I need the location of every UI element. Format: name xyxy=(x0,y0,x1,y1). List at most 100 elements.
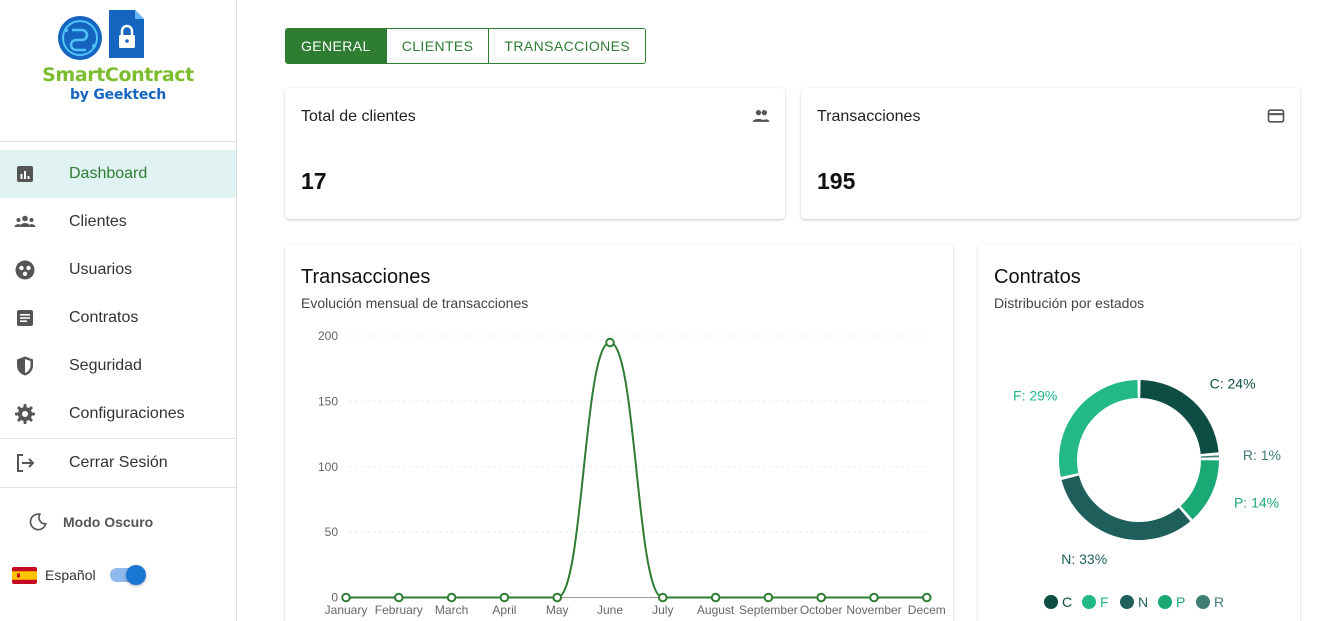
y-tick-label: 100 xyxy=(318,460,338,474)
data-point[interactable] xyxy=(763,592,774,603)
x-tick-label: September xyxy=(739,603,798,617)
sidebar-item-seguridad[interactable]: Seguridad xyxy=(0,342,236,390)
legend-swatch xyxy=(1082,595,1096,609)
data-point[interactable] xyxy=(341,592,351,603)
x-tick-label: August xyxy=(697,603,735,617)
people-icon xyxy=(752,110,770,122)
logout-icon xyxy=(17,454,35,472)
pie-slice-r[interactable] xyxy=(1200,455,1219,458)
data-point[interactable] xyxy=(658,592,668,603)
stat-title: Transacciones xyxy=(817,108,921,125)
spain-flag-icon xyxy=(12,566,37,584)
contracts-donut-chart: C: 24% R: 1% P: 14% N: 33% F: 29% C F N P R xyxy=(1013,376,1281,610)
pie-slice-c[interactable] xyxy=(1140,380,1219,454)
sidebar: SmartContract by Geektech Dashboard Clie… xyxy=(0,0,237,621)
data-point[interactable] xyxy=(869,592,879,603)
transactions-chart-card: Transacciones Evolución mensual de trans… xyxy=(285,244,953,621)
data-point[interactable] xyxy=(499,592,510,603)
data-point[interactable] xyxy=(605,337,615,348)
legend-label[interactable]: N xyxy=(1138,594,1148,610)
sidebar-item-clientes[interactable]: Clientes xyxy=(0,198,236,246)
legend-swatch xyxy=(1120,595,1134,609)
legend-label[interactable]: C xyxy=(1062,594,1072,610)
stat-value: 195 xyxy=(817,168,856,194)
slice-label: N: 33% xyxy=(1061,551,1107,567)
legend-swatch xyxy=(1044,595,1058,609)
sidebar-divider xyxy=(0,438,236,439)
sidebar-item-configuraciones[interactable]: Configuraciones xyxy=(0,390,236,438)
x-tick-label: October xyxy=(800,603,843,617)
legend-label[interactable]: R xyxy=(1214,594,1224,610)
contracts-chart-card: Contratos Distribución por estados C: 24… xyxy=(978,244,1300,621)
transactions-stat-card: Transacciones 195 xyxy=(801,88,1300,219)
sidebar-item-label: Usuarios xyxy=(69,261,133,278)
x-tick-label: February xyxy=(375,603,423,617)
switch-thumb[interactable] xyxy=(126,565,146,585)
sidebar-item-label: Clientes xyxy=(69,213,127,230)
series-line xyxy=(346,341,927,599)
tab-clientes[interactable]: CLIENTES xyxy=(386,29,490,63)
card-subtitle: Evolución mensual de transacciones xyxy=(301,295,529,311)
dashboard-icon xyxy=(17,166,33,182)
sidebar-item-label: Configuraciones xyxy=(69,405,185,422)
document-icon xyxy=(17,310,33,326)
stat-title: Total de clientes xyxy=(301,108,416,125)
data-point[interactable] xyxy=(922,592,932,603)
tab-general[interactable]: GENERAL xyxy=(286,29,387,63)
legend-swatch xyxy=(1196,595,1210,609)
pie-slice-n[interactable] xyxy=(1061,475,1191,540)
sidebar-divider xyxy=(0,487,236,488)
x-tick-label: June xyxy=(597,603,623,617)
data-point[interactable] xyxy=(446,592,457,603)
slice-label: C: 24% xyxy=(1210,376,1256,392)
data-point[interactable] xyxy=(710,592,721,603)
sidebar-divider xyxy=(0,141,236,142)
legend-label[interactable]: P xyxy=(1176,594,1185,610)
brand-byline: by Geektech xyxy=(69,87,167,103)
logo-icon xyxy=(58,10,144,60)
sidebar-item-label: Contratos xyxy=(69,309,139,326)
sidebar-item-contratos[interactable]: Contratos xyxy=(0,294,236,342)
sidebar-item-usuarios[interactable]: Usuarios xyxy=(0,246,236,294)
dark-mode-label: Modo Oscuro xyxy=(63,514,154,530)
dark-mode-toggle[interactable]: Modo Oscuro xyxy=(27,510,153,534)
y-tick-label: 200 xyxy=(318,329,338,343)
language-selector[interactable]: Español xyxy=(12,563,96,587)
sidebar-item-logout[interactable]: Cerrar Sesión xyxy=(0,439,236,487)
card-title: Transacciones xyxy=(301,266,431,288)
brand-name: SmartContract xyxy=(42,64,194,86)
x-tick-label: Decem xyxy=(908,603,946,617)
sidebar-item-dashboard[interactable]: Dashboard xyxy=(0,150,236,198)
language-switch[interactable] xyxy=(108,565,148,585)
x-tick-label: March xyxy=(435,603,468,617)
data-point[interactable] xyxy=(816,592,827,603)
data-point[interactable] xyxy=(552,592,563,603)
credit-card-icon xyxy=(1267,109,1285,123)
card-subtitle: Distribución por estados xyxy=(994,295,1145,311)
card-title: Contratos xyxy=(994,266,1081,288)
pie-slice-p[interactable] xyxy=(1180,460,1219,520)
slice-label: F: 29% xyxy=(1013,388,1057,404)
x-tick-label: July xyxy=(652,603,673,617)
data-point[interactable] xyxy=(394,592,404,603)
stat-value: 17 xyxy=(301,168,327,194)
sidebar-item-label: Dashboard xyxy=(69,165,148,182)
x-tick-label: November xyxy=(846,603,901,617)
y-tick-label: 150 xyxy=(318,394,338,408)
transactions-line-chart: 0 50 100 150 200 January February March April May… xyxy=(318,329,946,617)
users-circle-icon xyxy=(15,260,35,280)
y-tick-label: 0 xyxy=(331,591,338,605)
gear-icon xyxy=(15,404,35,424)
tab-transacciones[interactable]: TRANSACCIONES xyxy=(489,29,646,63)
legend-label[interactable]: F xyxy=(1100,594,1109,610)
moon-icon xyxy=(29,513,47,531)
sidebar-item-label: Cerrar Sesión xyxy=(69,454,168,471)
brand-logo[interactable]: SmartContract by Geektech xyxy=(0,0,236,141)
pie-slice-f[interactable] xyxy=(1059,380,1138,477)
language-label: Español xyxy=(45,567,96,583)
y-tick-label: 50 xyxy=(325,525,339,539)
dashboard-tabs: GENERAL CLIENTES TRANSACCIONES xyxy=(285,28,647,64)
x-tick-label: April xyxy=(492,603,516,617)
x-tick-label: January xyxy=(325,603,368,617)
